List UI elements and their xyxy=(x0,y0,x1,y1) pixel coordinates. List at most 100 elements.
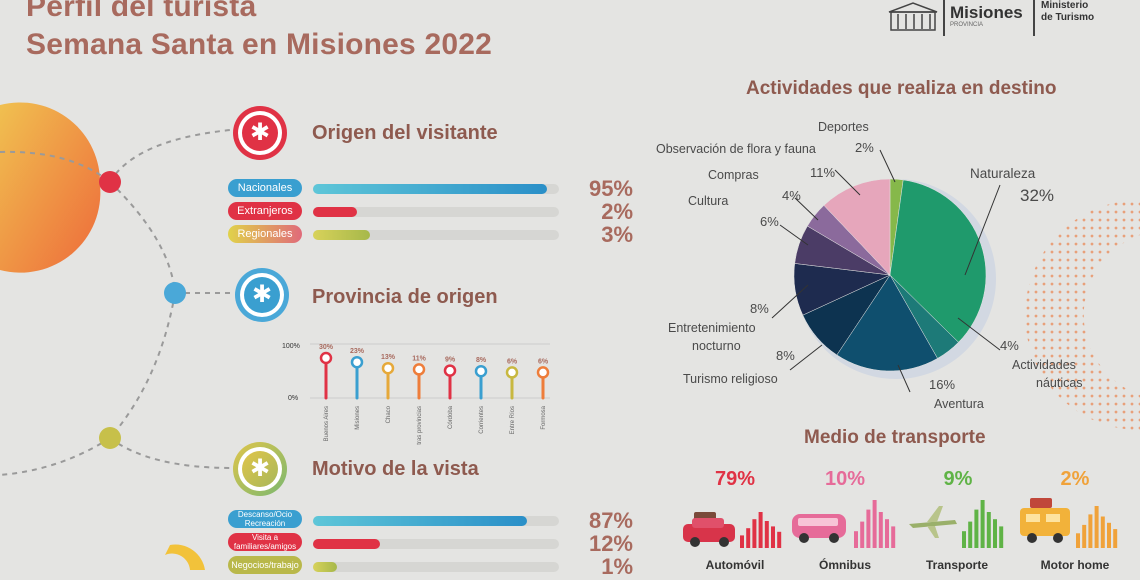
transporte-bar xyxy=(860,521,865,548)
lollipop-value: 11% xyxy=(412,355,426,362)
transporte-label: Motor home xyxy=(1040,558,1110,572)
transporte-bar xyxy=(1094,506,1099,548)
origen-label: Nacionales xyxy=(228,179,302,197)
origen-label: Extranjeros xyxy=(228,202,302,220)
transporte-bar xyxy=(993,519,997,548)
gear-icon: ✱ xyxy=(244,277,280,313)
lollipop-label: Misiones xyxy=(355,406,361,430)
motivo-row: Descanso/Ocio Recreación 87% xyxy=(228,508,638,533)
logo-block: Misiones PROVINCIA Ministerio de Turismo xyxy=(888,0,1138,40)
lollipop-label: Chaco xyxy=(386,405,392,423)
motivo-icon: ✱ xyxy=(233,442,287,496)
lollipop-value: 6% xyxy=(538,358,549,365)
lollipop-head xyxy=(319,351,333,365)
origen-icon: ✱ xyxy=(233,106,287,160)
transporte-label: Transporte xyxy=(925,558,988,572)
motivo-bar xyxy=(313,562,337,572)
provincia-chart: 100% 0% 30% Buenos Aires 23% Misiones 13% Chaco… xyxy=(282,343,550,445)
motivo-pct: 87% xyxy=(588,508,633,533)
pie-label-entretenimiento-2: nocturno xyxy=(692,339,741,353)
transporte-bar xyxy=(1082,524,1087,548)
transporte-pct: 2% xyxy=(1060,468,1090,490)
pie-pct-nauticas: 4% xyxy=(1000,338,1019,353)
pie-label-entretenimiento-1: Entretenimiento xyxy=(668,321,756,335)
node-blue xyxy=(164,282,186,304)
bus-icon xyxy=(792,514,846,543)
gear-icon: ✱ xyxy=(242,451,278,487)
motivo-label: Descanso/Ocio Recreación xyxy=(228,510,302,528)
node-yellow xyxy=(99,427,121,449)
pie-label-nauticas-1: Actividades xyxy=(1012,358,1076,372)
origen-row: Extranjeros 2% xyxy=(228,199,638,224)
dotted-ring-decoration xyxy=(1025,200,1140,430)
transporte-bar xyxy=(1100,516,1105,548)
lollipop-label: Entre Ríos xyxy=(510,406,516,434)
transporte-bar xyxy=(854,531,858,548)
lollipop-head xyxy=(536,366,550,379)
transporte-bar xyxy=(962,531,966,548)
transporte-bar xyxy=(771,526,775,548)
lollipop-label: Córdoba xyxy=(448,405,454,429)
transporte-bar xyxy=(1076,533,1080,548)
actividades-pie-chart xyxy=(793,178,996,379)
transporte-bar xyxy=(1107,522,1111,548)
transporte-label: Ómnibus xyxy=(818,558,871,572)
lollipop-value: 30% xyxy=(319,344,334,351)
transporte-bar xyxy=(758,512,763,548)
transporte-bar xyxy=(1113,529,1118,548)
motorhome-icon xyxy=(1020,498,1070,543)
lollipop-head xyxy=(443,364,457,377)
pie-pct-entretenimiento: 8% xyxy=(750,301,769,316)
lollipop-value: 8% xyxy=(476,357,487,364)
motivo-title: Motivo de la vista xyxy=(312,458,479,480)
transporte-bars xyxy=(854,500,896,548)
motivo-pct: 12% xyxy=(588,531,633,556)
lollipop-label: Formosa xyxy=(541,405,547,429)
origen-pct: 95% xyxy=(588,176,633,201)
lollipop-head xyxy=(505,366,519,379)
gear-icon: ✱ xyxy=(242,115,278,151)
logo-ministerio-2: de Turismo xyxy=(1041,12,1095,23)
transporte-bar xyxy=(891,526,896,548)
pie-label-aventura: Aventura xyxy=(934,397,984,411)
pie-label-flora: Observación de flora y fauna xyxy=(656,142,816,156)
origen-row: Regionales 3% xyxy=(228,222,638,247)
pie-label-deportes: Deportes xyxy=(818,120,869,134)
transporte-pct: 9% xyxy=(943,468,973,490)
transporte-title: Medio de transporte xyxy=(804,427,986,448)
pie-pct-deportes: 2% xyxy=(855,140,874,155)
motivo-label: Visita a familiares/amigos xyxy=(228,533,302,551)
page-title-line1: Perfil del turista xyxy=(26,0,257,23)
transporte-bar xyxy=(986,512,991,548)
transporte-bar xyxy=(746,528,751,548)
lollipop-value: 6% xyxy=(507,358,518,365)
transporte-bar xyxy=(740,535,744,548)
lollipop-head xyxy=(412,363,426,376)
origen-bar xyxy=(313,207,358,217)
transporte-bar xyxy=(999,526,1004,548)
transporte-bar xyxy=(764,521,769,548)
government-building-icon xyxy=(888,2,938,31)
transporte-bar xyxy=(980,500,985,548)
transporte-bars xyxy=(962,500,1004,548)
transporte-bar xyxy=(878,512,883,548)
transporte-pct: 79% xyxy=(714,468,756,490)
plane-icon xyxy=(909,506,957,538)
pie-pct-aventura: 16% xyxy=(929,377,956,392)
lollipop-head xyxy=(350,355,364,369)
lollipop-head xyxy=(381,361,395,375)
provincia-icon: ✱ xyxy=(235,268,289,322)
axis-label-bottom: 0% xyxy=(288,395,298,402)
logo-ministerio-1: Ministerio xyxy=(1041,0,1089,11)
pie-label-nauticas-2: náuticas xyxy=(1036,376,1083,390)
transporte-bars xyxy=(740,512,782,548)
motivo-row: Visita a familiares/amigos 12% xyxy=(228,531,638,556)
transporte-pct: 10% xyxy=(824,468,866,490)
pie-pct-cultura: 6% xyxy=(760,214,779,229)
motivo-bar xyxy=(313,516,528,526)
pie-label-religioso: Turismo religioso xyxy=(683,372,778,386)
pie-pct-religioso: 8% xyxy=(776,348,795,363)
lollipop-value: 13% xyxy=(381,354,396,361)
